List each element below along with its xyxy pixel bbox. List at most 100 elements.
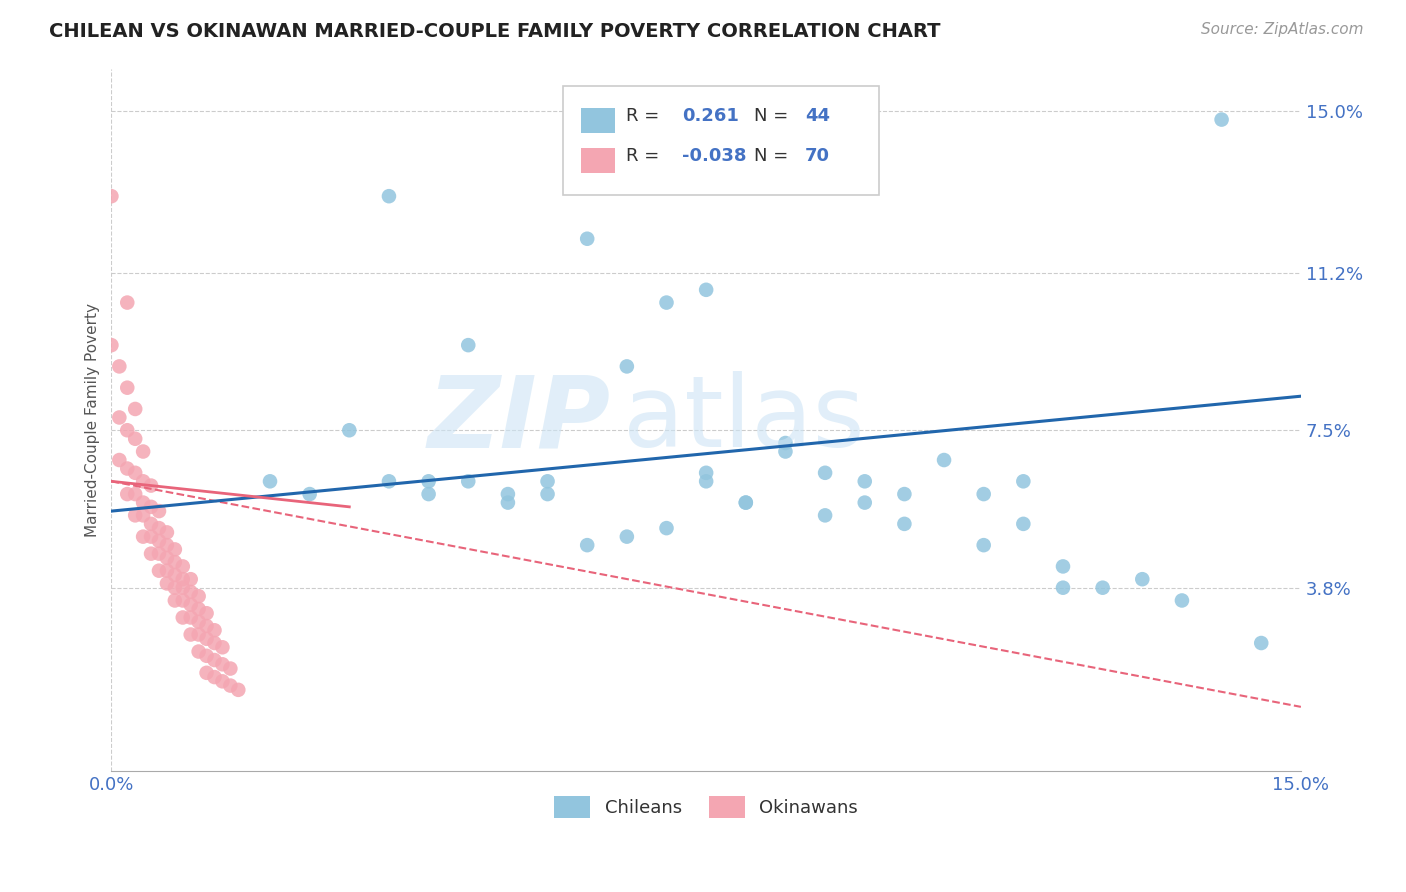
Point (180, 598, 202, 612)
Point (124, 401, 146, 416)
Text: R =: R = (627, 107, 665, 125)
Point (576, 232, 599, 246)
Point (536, 487, 558, 501)
Point (695, 475, 717, 489)
Point (117, 381, 139, 395)
Point (163, 593, 186, 607)
Point (156, 564, 179, 578)
Point (108, 359, 131, 374)
Point (204, 653, 226, 667)
Point (187, 589, 209, 603)
Point (139, 516, 162, 531)
Text: ZIP: ZIP (427, 371, 612, 468)
Point (180, 627, 202, 641)
Point (139, 478, 162, 492)
Point (156, 538, 179, 552)
Text: 70: 70 (804, 147, 830, 165)
Point (163, 555, 186, 569)
Point (100, 338, 122, 352)
Point (1012, 475, 1035, 489)
Point (204, 636, 226, 650)
Point (496, 495, 519, 509)
Point (1091, 581, 1114, 595)
Point (814, 466, 837, 480)
Point (124, 432, 146, 446)
Point (973, 538, 995, 552)
Point (775, 444, 797, 458)
Point (172, 572, 194, 586)
Text: atlas: atlas (623, 371, 865, 468)
Point (298, 487, 321, 501)
Point (1052, 559, 1074, 574)
Point (734, 495, 756, 509)
Point (156, 525, 179, 540)
Point (219, 679, 242, 693)
Point (163, 581, 186, 595)
Point (226, 682, 249, 697)
Point (655, 295, 678, 310)
Point (148, 564, 170, 578)
Point (108, 410, 131, 425)
Point (734, 495, 756, 509)
Point (172, 593, 194, 607)
Point (1211, 112, 1233, 127)
Point (132, 495, 155, 509)
Point (536, 475, 558, 489)
Point (219, 662, 242, 676)
Point (172, 559, 194, 574)
Point (172, 581, 194, 595)
Point (655, 521, 678, 535)
Point (195, 606, 218, 620)
Point (893, 516, 915, 531)
Point (132, 508, 155, 523)
Point (139, 530, 162, 544)
Point (117, 461, 139, 475)
Point (148, 533, 170, 548)
Point (195, 648, 218, 663)
Point (1052, 581, 1074, 595)
Point (259, 475, 281, 489)
Point (378, 475, 401, 489)
Point (156, 576, 179, 591)
Point (117, 295, 139, 310)
Point (163, 568, 186, 582)
FancyBboxPatch shape (564, 86, 879, 195)
Point (1250, 636, 1272, 650)
Point (195, 632, 218, 646)
Point (172, 610, 194, 624)
FancyBboxPatch shape (581, 108, 614, 133)
Point (139, 547, 162, 561)
Point (204, 624, 226, 638)
Point (108, 453, 131, 467)
Point (187, 644, 209, 658)
Point (211, 640, 233, 655)
FancyBboxPatch shape (581, 148, 614, 173)
Point (132, 444, 155, 458)
Text: R =: R = (627, 147, 665, 165)
Point (775, 436, 797, 450)
Point (100, 189, 122, 203)
Point (1012, 516, 1035, 531)
Point (337, 423, 360, 437)
Point (616, 359, 638, 374)
Point (418, 487, 440, 501)
Point (124, 487, 146, 501)
Point (932, 453, 955, 467)
Text: CHILEAN VS OKINAWAN MARRIED-COUPLE FAMILY POVERTY CORRELATION CHART: CHILEAN VS OKINAWAN MARRIED-COUPLE FAMIL… (49, 22, 941, 41)
Point (853, 475, 876, 489)
Point (180, 572, 202, 586)
Y-axis label: Married-Couple Family Poverty: Married-Couple Family Poverty (86, 302, 100, 537)
Point (204, 670, 226, 684)
Point (616, 530, 638, 544)
Text: Source: ZipAtlas.com: Source: ZipAtlas.com (1201, 22, 1364, 37)
Point (1130, 572, 1153, 586)
Point (117, 423, 139, 437)
Text: -0.038: -0.038 (682, 147, 747, 165)
Point (187, 602, 209, 616)
Point (211, 674, 233, 689)
Point (853, 495, 876, 509)
Text: N =: N = (754, 107, 794, 125)
Legend: Chileans, Okinawans: Chileans, Okinawans (547, 789, 866, 825)
Point (893, 487, 915, 501)
Point (148, 547, 170, 561)
